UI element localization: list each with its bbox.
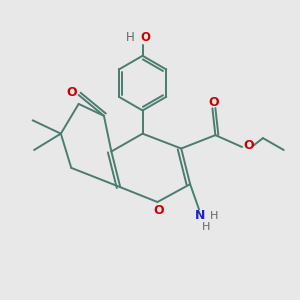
Text: N: N	[195, 209, 206, 223]
Text: O: O	[140, 32, 150, 44]
Text: O: O	[243, 139, 254, 152]
Text: O: O	[67, 85, 77, 98]
Text: H: H	[201, 222, 210, 232]
Text: O: O	[154, 204, 164, 217]
Text: H: H	[126, 32, 134, 44]
Text: H: H	[210, 211, 218, 221]
Text: O: O	[208, 96, 219, 109]
